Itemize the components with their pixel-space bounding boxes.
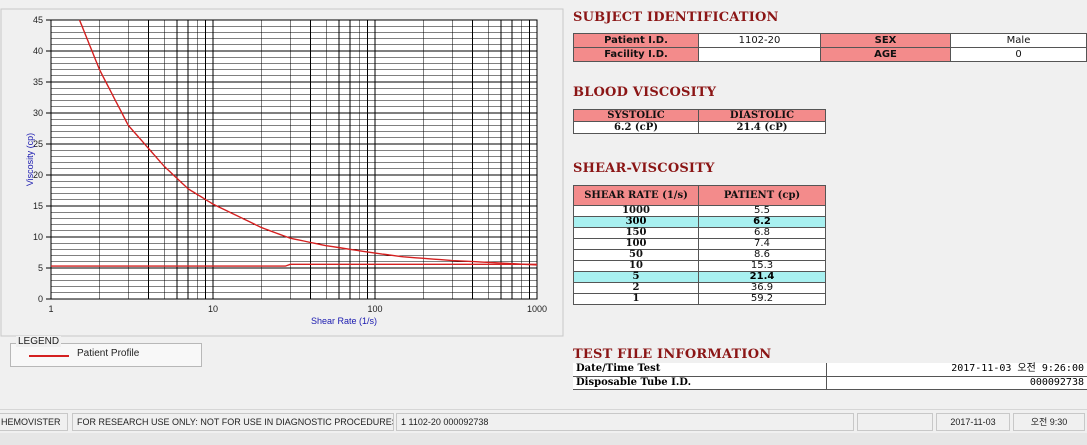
viscosity-chart: 0 5 10 15 20 25 30 35 40 45 1 10 100 1000 Shear Rate (… [0, 8, 565, 338]
tube-id-label: Disposable Tube I.D. [573, 376, 827, 390]
y-axis-label: Viscosity (cp) [25, 133, 35, 186]
patient-cp-header: PATIENT (cp) [698, 185, 826, 206]
facility-id-value [698, 47, 821, 62]
patient-profile-line [78, 19, 538, 266]
sex-label: SEX [820, 33, 951, 48]
legend-line-swatch [29, 355, 69, 357]
y-tick-label: 40 [33, 46, 43, 56]
patient-id-label: Patient I.D. [573, 33, 699, 48]
y-tick-label: 10 [33, 232, 43, 242]
patient-viscosity-cell: 15.3 [698, 260, 826, 272]
shear-rate-cell: 1 [573, 293, 699, 305]
patient-viscosity-cell: 59.2 [698, 293, 826, 305]
shear-rate-cell: 50 [573, 249, 699, 261]
patient-viscosity-cell: 36.9 [698, 282, 826, 294]
shear-row: 1 59.2 [573, 293, 826, 305]
legend-title: LEGEND [16, 336, 62, 347]
plot-area [50, 19, 538, 300]
x-tick-label: 10 [208, 304, 218, 314]
subject-identification-title: SUBJECT IDENTIFICATION [573, 10, 779, 25]
shear-row: 1000 5.5 [573, 205, 826, 217]
y-tick-label: 0 [38, 294, 43, 304]
status-record: 1 1102-20 000092738 [396, 413, 854, 431]
shear-viscosity-title: SHEAR-VISCOSITY [573, 161, 715, 176]
y-tick-label: 30 [33, 108, 43, 118]
patient-viscosity-cell: 8.6 [698, 249, 826, 261]
patient-viscosity-cell: 21.4 [698, 271, 826, 283]
x-tick-label: 100 [367, 304, 382, 314]
x-tick-label: 1 [48, 304, 53, 314]
patient-viscosity-cell: 5.5 [698, 205, 826, 217]
systolic-label: SYSTOLIC [573, 109, 699, 122]
shear-row: 5 21.4 [573, 271, 826, 283]
age-value: 0 [950, 47, 1087, 62]
test-file-information-title: TEST FILE INFORMATION [573, 347, 772, 362]
datetime-label: Date/Time Test [573, 363, 827, 377]
y-tick-label: 35 [33, 77, 43, 87]
datetime-value: 2017-11-03 오전 9:26:00 [826, 363, 1087, 377]
patient-viscosity-cell: 6.2 [698, 216, 826, 228]
diastolic-label: DIASTOLIC [698, 109, 826, 122]
y-tick-label: 25 [33, 139, 43, 149]
status-bar: HEMOVISTER FOR RESEARCH USE ONLY: NOT FO… [0, 409, 1087, 433]
shear-row: 50 8.6 [573, 249, 826, 261]
shear-rate-cell: 10 [573, 260, 699, 272]
status-date: 2017-11-03 [936, 413, 1010, 431]
shear-row: 300 6.2 [573, 216, 826, 228]
shear-rate-cell: 100 [573, 238, 699, 250]
systolic-value: 6.2 (cP) [573, 121, 699, 134]
tube-id-value: 000092738 [826, 376, 1087, 390]
patient-id-value: 1102-20 [698, 33, 821, 48]
shear-rate-cell: 2 [573, 282, 699, 294]
blood-viscosity-title: BLOOD VISCOSITY [573, 85, 717, 100]
shear-rate-cell: 150 [573, 227, 699, 239]
status-app-name: HEMOVISTER [0, 413, 68, 431]
shear-rate-header: SHEAR RATE (1/s) [573, 185, 699, 206]
shear-viscosity-table: SHEAR RATE (1/s) PATIENT (cp) 1000 5.5 300… [573, 185, 826, 305]
status-notice: FOR RESEARCH USE ONLY: NOT FOR USE IN DI… [72, 413, 394, 431]
sex-value: Male [950, 33, 1087, 48]
patient-viscosity-cell: 6.8 [698, 227, 826, 239]
blood-viscosity-table: SYSTOLIC DIASTOLIC 6.2 (cP) 21.4 (cP) [573, 109, 826, 134]
status-time: 오전 9:30 [1013, 413, 1085, 431]
legend-label: Patient Profile [77, 348, 140, 359]
y-tick-label: 45 [33, 15, 43, 25]
shear-rate-cell: 300 [573, 216, 699, 228]
shear-row: 10 15.3 [573, 260, 826, 272]
shear-row: 150 6.8 [573, 227, 826, 239]
baseline-line [51, 263, 537, 267]
patient-viscosity-cell: 7.4 [698, 238, 826, 250]
subject-table: Patient I.D. 1102-20 SEX Male Facility I… [573, 33, 1087, 62]
y-tick-label: 20 [33, 170, 43, 180]
shear-rate-cell: 1000 [573, 205, 699, 217]
x-tick-label: 1000 [527, 304, 547, 314]
facility-id-label: Facility I.D. [573, 47, 699, 62]
y-tick-label: 15 [33, 201, 43, 211]
x-axis-label: Shear Rate (1/s) [311, 316, 377, 326]
diastolic-value: 21.4 (cP) [698, 121, 826, 134]
chart-svg: 0 5 10 15 20 25 30 35 40 45 1 10 100 1000 Shear Rate (… [0, 8, 564, 337]
bottom-strip [0, 433, 1087, 445]
y-tick-label: 5 [38, 263, 43, 273]
test-file-table: Date/Time Test 2017-11-03 오전 9:26:00 Dis… [573, 363, 1087, 390]
shear-rate-cell: 5 [573, 271, 699, 283]
shear-row: 2 36.9 [573, 282, 826, 294]
age-label: AGE [820, 47, 951, 62]
legend: LEGEND Patient Profile [10, 336, 202, 367]
status-empty-pane [857, 413, 933, 431]
shear-row: 100 7.4 [573, 238, 826, 250]
